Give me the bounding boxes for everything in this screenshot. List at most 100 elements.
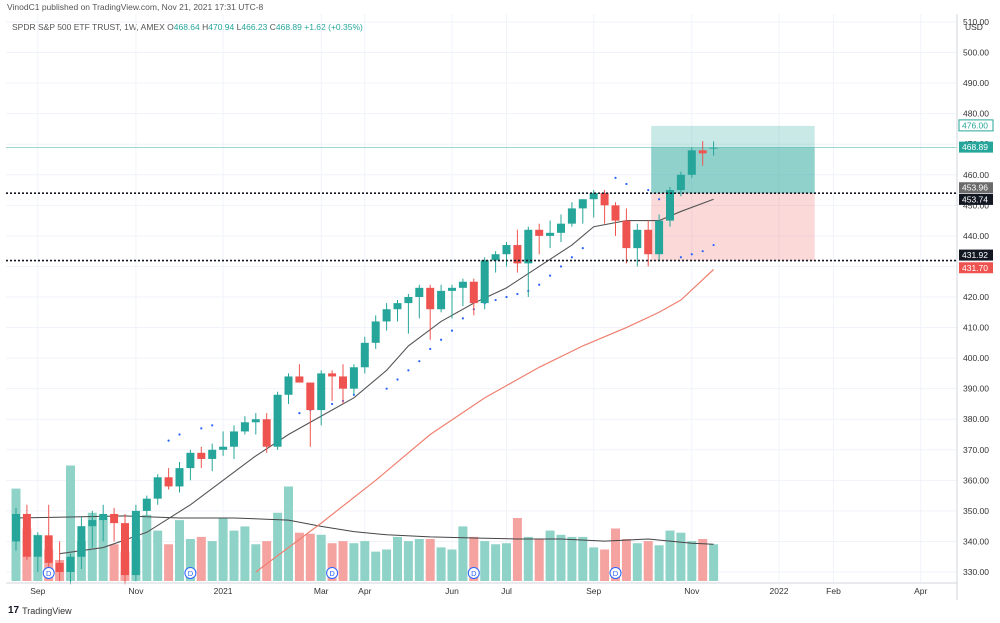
candle-body: [142, 498, 151, 511]
candle-body: [12, 513, 20, 542]
price-tag-box: [958, 119, 994, 132]
low-label: L: [236, 22, 242, 32]
volume-bar: [425, 539, 435, 581]
candle-body: [557, 223, 565, 233]
candle-body: [164, 477, 173, 487]
candle-body: [208, 449, 217, 459]
tradingview-logo-icon: 17: [8, 605, 20, 616]
volume-bar: [403, 541, 413, 581]
dividend-label: D: [471, 569, 477, 578]
sar-dot: [570, 256, 574, 259]
sar-dot: [407, 369, 410, 372]
dividend-marker: D: [184, 567, 197, 579]
price-tag-label: 431.92: [962, 250, 988, 260]
sar-dot: [418, 360, 421, 363]
candle-body: [328, 373, 337, 377]
sar-dot: [167, 439, 170, 442]
price-tag-label: 476.00: [962, 120, 988, 130]
volume-bars: [11, 465, 719, 581]
symbol-name[interactable]: SPDR S&P 500 ETF TRUST, 1W, AMEX: [12, 22, 165, 32]
volume-bar: [643, 541, 653, 581]
candle-body: [55, 562, 64, 572]
sar-dot: [385, 387, 388, 390]
tradingview-brand[interactable]: 17 TradingView: [8, 605, 72, 616]
price-tick-label: 480.00: [963, 109, 989, 119]
sar-dot: [614, 176, 617, 179]
volume-bar: [502, 543, 511, 581]
volume-bar: [382, 549, 392, 581]
stop-zone: [651, 193, 815, 261]
price-tag-box: [959, 262, 993, 274]
candle-body: [535, 229, 544, 236]
candle-body: [197, 452, 206, 459]
sar-dot: [178, 433, 181, 436]
volume-bar: [66, 465, 75, 581]
price-tag-label: 453.74: [962, 194, 988, 204]
candle-body: [131, 510, 140, 576]
volume-bar: [371, 551, 381, 581]
candles: [12, 141, 718, 585]
volume-bar: [589, 547, 599, 581]
candle-body: [306, 382, 315, 411]
sar-dot: [679, 256, 683, 259]
profit-zone: [651, 147, 815, 194]
volume-bar: [153, 530, 163, 581]
close-label: C: [269, 22, 276, 32]
price-tag: 431.70: [959, 262, 993, 274]
candle-body: [709, 147, 718, 149]
candle-body: [666, 190, 674, 221]
candle-body: [44, 535, 53, 563]
candle-body: [284, 376, 293, 395]
sar-dot: [647, 188, 650, 192]
time-tick-label: Nov: [684, 586, 700, 596]
volume-bar: [305, 533, 315, 581]
sar-dot: [461, 317, 464, 320]
volume-bar: [447, 549, 457, 581]
volume-bar: [262, 541, 272, 581]
candle-body: [22, 513, 31, 557]
sar-dot: [690, 253, 693, 256]
candle-body: [589, 193, 598, 200]
volume-bar: [458, 526, 468, 581]
price-tick-label: 490.00: [963, 78, 989, 88]
sar-dot: [559, 265, 563, 268]
candle-body: [371, 321, 380, 343]
price-tick-label: 400.00: [963, 353, 989, 363]
volume-bar: [251, 544, 261, 581]
volume-ma-line: [15, 515, 714, 545]
candle-body: [339, 376, 347, 389]
time-tick-label: 2022: [770, 586, 789, 596]
volume-bar: [207, 541, 217, 581]
brand-name: TradingView: [22, 605, 72, 616]
candle-body: [502, 245, 511, 255]
candle-body: [448, 287, 456, 291]
candle-body: [110, 513, 119, 524]
volume-bar: [665, 530, 675, 581]
dividend-circle: [467, 567, 480, 579]
candle-body: [480, 260, 489, 304]
price-tick-label: 330.00: [963, 567, 989, 577]
volume-bar: [229, 530, 239, 581]
volume-bar: [534, 539, 544, 581]
volume-bar: [175, 520, 184, 581]
candle-body: [186, 452, 195, 469]
dividend-label: D: [188, 569, 194, 578]
high-label: H: [202, 22, 209, 32]
sar-dot: [581, 247, 584, 250]
volume-bar: [654, 545, 664, 581]
time-tick-label: Sep: [30, 586, 45, 596]
sar-dot: [440, 338, 443, 341]
price-tick-label: 440.00: [963, 231, 989, 241]
volume-bar: [469, 536, 479, 581]
volume-bar: [196, 536, 206, 581]
candle-body: [66, 556, 75, 572]
candle-body: [513, 245, 522, 264]
volume-bar: [273, 512, 283, 581]
volume-bar: [240, 526, 250, 581]
currency-label: USD: [965, 22, 983, 32]
price-tag: 453.74: [959, 193, 993, 205]
volume-bar: [687, 541, 697, 581]
sar-dot: [505, 295, 508, 299]
price-tick-label: 420.00: [963, 292, 989, 302]
